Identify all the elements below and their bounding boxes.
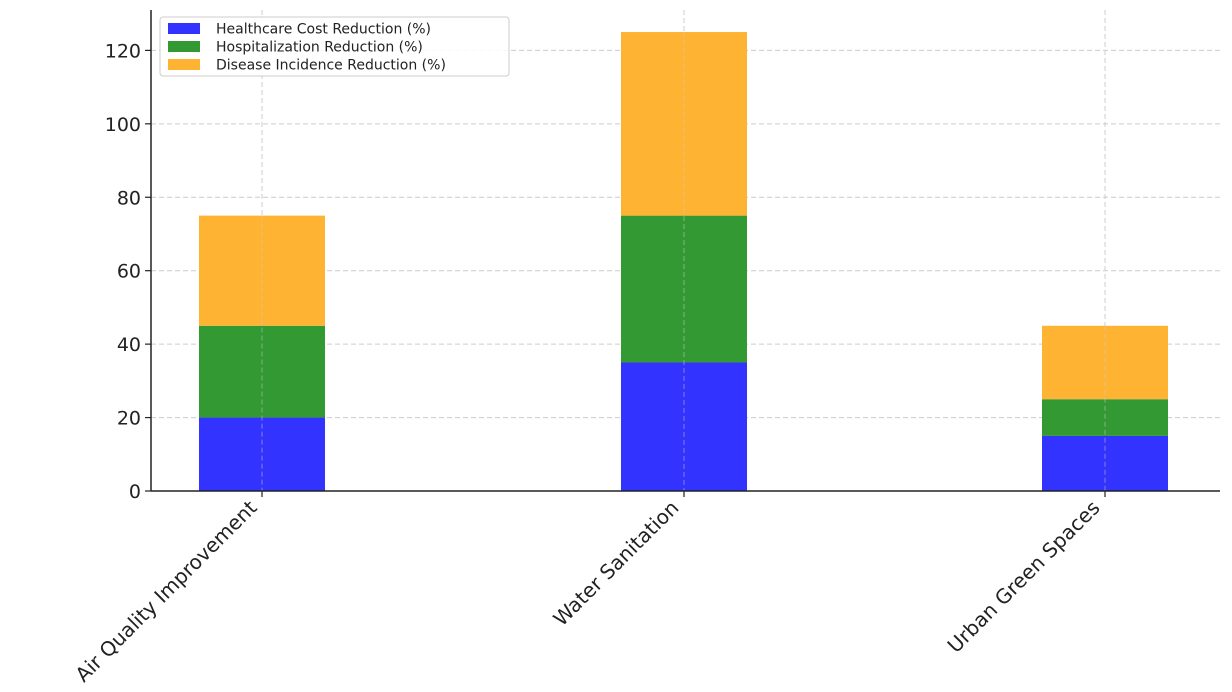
legend-label: Healthcare Cost Reduction (%)	[216, 22, 431, 38]
legend-frame	[159, 16, 510, 77]
legend-swatch	[168, 59, 200, 70]
y-tick-label: 20	[117, 408, 141, 430]
bar-healthcare-cost-reduction	[199, 417, 325, 491]
legend-swatch	[168, 23, 200, 34]
x-tick-label: Water Sanitation	[548, 496, 683, 631]
x-axis-ticks: Air Quality Improvement Water Sanitation U…	[70, 491, 1106, 687]
y-tick-label: 60	[117, 261, 141, 283]
legend-swatch	[168, 41, 200, 52]
x-tick-label: Urban Green Spaces	[943, 496, 1105, 658]
legend-label: Disease Incidence Reduction (%)	[216, 58, 446, 74]
bar-segments	[199, 32, 1168, 491]
legend-label: Hospitalization Reduction (%)	[216, 40, 423, 56]
y-tick-label: 100	[105, 114, 141, 136]
x-tick-label: Air Quality Improvement	[70, 495, 261, 686]
y-tick-label: 0	[129, 481, 141, 503]
y-axis-ticks: 0 20 40 60 80 100 120	[105, 40, 151, 503]
y-tick-label: 120	[105, 40, 141, 62]
y-tick-label: 40	[117, 334, 141, 356]
y-tick-label: 80	[117, 187, 141, 209]
legend: Healthcare Cost Reduction (%) Hospitaliza…	[159, 16, 510, 77]
axes	[150, 10, 1220, 492]
